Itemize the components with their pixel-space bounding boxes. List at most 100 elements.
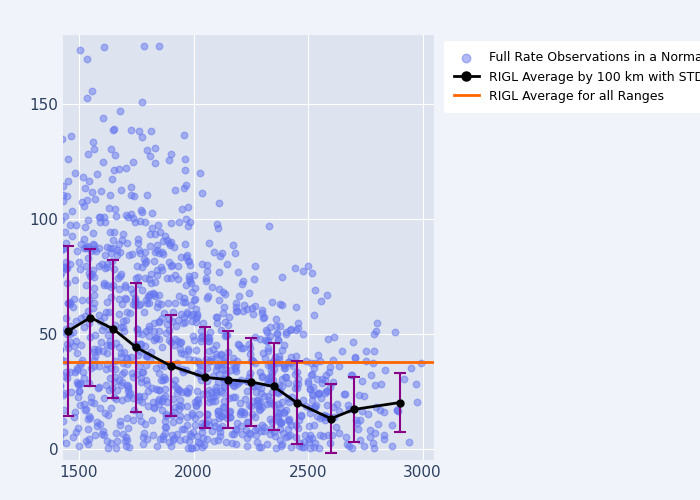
Full Rate Observations in a Normal Point bbox=[181, 252, 192, 260]
Full Rate Observations in a Normal Point bbox=[304, 431, 316, 439]
Full Rate Observations in a Normal Point bbox=[218, 382, 230, 390]
Full Rate Observations in a Normal Point bbox=[368, 330, 379, 338]
Full Rate Observations in a Normal Point bbox=[144, 332, 155, 340]
Full Rate Observations in a Normal Point bbox=[56, 246, 67, 254]
Full Rate Observations in a Normal Point bbox=[248, 397, 259, 405]
Full Rate Observations in a Normal Point bbox=[69, 169, 80, 177]
Full Rate Observations in a Normal Point bbox=[261, 440, 272, 448]
Full Rate Observations in a Normal Point bbox=[358, 392, 370, 400]
Full Rate Observations in a Normal Point bbox=[156, 344, 167, 351]
Full Rate Observations in a Normal Point bbox=[102, 411, 113, 419]
Full Rate Observations in a Normal Point bbox=[79, 312, 90, 320]
Full Rate Observations in a Normal Point bbox=[212, 436, 223, 444]
Full Rate Observations in a Normal Point bbox=[228, 392, 239, 400]
Full Rate Observations in a Normal Point bbox=[85, 392, 96, 400]
Full Rate Observations in a Normal Point bbox=[141, 351, 152, 359]
Full Rate Observations in a Normal Point bbox=[110, 212, 121, 220]
Full Rate Observations in a Normal Point bbox=[54, 438, 65, 446]
Full Rate Observations in a Normal Point bbox=[379, 366, 390, 374]
Full Rate Observations in a Normal Point bbox=[201, 364, 212, 372]
Full Rate Observations in a Normal Point bbox=[87, 270, 98, 278]
Full Rate Observations in a Normal Point bbox=[375, 380, 386, 388]
Full Rate Observations in a Normal Point bbox=[333, 362, 344, 370]
Full Rate Observations in a Normal Point bbox=[223, 321, 234, 329]
Full Rate Observations in a Normal Point bbox=[85, 398, 97, 406]
Full Rate Observations in a Normal Point bbox=[127, 250, 138, 258]
Full Rate Observations in a Normal Point bbox=[100, 366, 111, 374]
Full Rate Observations in a Normal Point bbox=[137, 432, 148, 440]
Full Rate Observations in a Normal Point bbox=[211, 366, 222, 374]
Full Rate Observations in a Normal Point bbox=[210, 398, 221, 406]
Full Rate Observations in a Normal Point bbox=[314, 414, 326, 422]
Full Rate Observations in a Normal Point bbox=[141, 352, 153, 360]
Full Rate Observations in a Normal Point bbox=[307, 390, 318, 398]
Full Rate Observations in a Normal Point bbox=[307, 434, 318, 442]
Full Rate Observations in a Normal Point bbox=[139, 420, 150, 428]
Full Rate Observations in a Normal Point bbox=[275, 322, 286, 330]
Full Rate Observations in a Normal Point bbox=[202, 390, 213, 398]
Full Rate Observations in a Normal Point bbox=[230, 425, 241, 433]
Full Rate Observations in a Normal Point bbox=[283, 398, 294, 406]
Full Rate Observations in a Normal Point bbox=[210, 350, 221, 358]
Full Rate Observations in a Normal Point bbox=[183, 222, 194, 230]
Full Rate Observations in a Normal Point bbox=[248, 382, 259, 390]
Full Rate Observations in a Normal Point bbox=[176, 402, 187, 410]
Full Rate Observations in a Normal Point bbox=[193, 438, 204, 446]
Full Rate Observations in a Normal Point bbox=[173, 292, 184, 300]
Full Rate Observations in a Normal Point bbox=[251, 388, 262, 396]
Full Rate Observations in a Normal Point bbox=[106, 248, 117, 256]
Full Rate Observations in a Normal Point bbox=[75, 380, 86, 388]
Full Rate Observations in a Normal Point bbox=[290, 379, 302, 387]
Full Rate Observations in a Normal Point bbox=[309, 364, 320, 372]
Full Rate Observations in a Normal Point bbox=[76, 359, 87, 367]
Full Rate Observations in a Normal Point bbox=[128, 406, 139, 414]
RIGL Average by 100 km with STD bbox=[224, 376, 232, 382]
Full Rate Observations in a Normal Point bbox=[160, 423, 172, 431]
Full Rate Observations in a Normal Point bbox=[248, 276, 260, 283]
Full Rate Observations in a Normal Point bbox=[245, 344, 256, 352]
Full Rate Observations in a Normal Point bbox=[164, 238, 175, 246]
Full Rate Observations in a Normal Point bbox=[106, 342, 117, 350]
Full Rate Observations in a Normal Point bbox=[319, 376, 330, 384]
Full Rate Observations in a Normal Point bbox=[253, 400, 264, 407]
Full Rate Observations in a Normal Point bbox=[97, 426, 108, 434]
Full Rate Observations in a Normal Point bbox=[368, 439, 379, 447]
Full Rate Observations in a Normal Point bbox=[83, 242, 94, 250]
Full Rate Observations in a Normal Point bbox=[85, 414, 96, 422]
Full Rate Observations in a Normal Point bbox=[71, 317, 82, 325]
Full Rate Observations in a Normal Point bbox=[275, 425, 286, 433]
Full Rate Observations in a Normal Point bbox=[174, 436, 186, 444]
Full Rate Observations in a Normal Point bbox=[118, 323, 129, 331]
Full Rate Observations in a Normal Point bbox=[253, 402, 265, 410]
Full Rate Observations in a Normal Point bbox=[304, 404, 316, 412]
Full Rate Observations in a Normal Point bbox=[179, 166, 190, 174]
Full Rate Observations in a Normal Point bbox=[112, 274, 123, 282]
Full Rate Observations in a Normal Point bbox=[84, 272, 95, 280]
Full Rate Observations in a Normal Point bbox=[158, 376, 169, 384]
Full Rate Observations in a Normal Point bbox=[212, 408, 223, 416]
Full Rate Observations in a Normal Point bbox=[225, 366, 236, 374]
Full Rate Observations in a Normal Point bbox=[379, 408, 390, 416]
Full Rate Observations in a Normal Point bbox=[166, 338, 177, 346]
Full Rate Observations in a Normal Point bbox=[76, 314, 87, 322]
Full Rate Observations in a Normal Point bbox=[183, 436, 195, 444]
RIGL Average by 100 km with STD bbox=[167, 363, 175, 369]
Full Rate Observations in a Normal Point bbox=[250, 332, 261, 340]
Full Rate Observations in a Normal Point bbox=[111, 396, 122, 404]
Full Rate Observations in a Normal Point bbox=[115, 248, 126, 256]
Full Rate Observations in a Normal Point bbox=[161, 274, 172, 282]
Full Rate Observations in a Normal Point bbox=[196, 260, 207, 268]
Full Rate Observations in a Normal Point bbox=[150, 364, 162, 372]
Full Rate Observations in a Normal Point bbox=[160, 392, 171, 400]
Full Rate Observations in a Normal Point bbox=[223, 378, 235, 386]
Full Rate Observations in a Normal Point bbox=[143, 292, 154, 300]
Full Rate Observations in a Normal Point bbox=[274, 300, 286, 308]
Full Rate Observations in a Normal Point bbox=[290, 352, 302, 360]
Full Rate Observations in a Normal Point bbox=[142, 387, 153, 395]
Full Rate Observations in a Normal Point bbox=[215, 360, 226, 368]
Full Rate Observations in a Normal Point bbox=[193, 399, 204, 407]
Full Rate Observations in a Normal Point bbox=[250, 302, 261, 310]
Full Rate Observations in a Normal Point bbox=[273, 414, 284, 422]
Full Rate Observations in a Normal Point bbox=[155, 435, 166, 443]
Full Rate Observations in a Normal Point bbox=[136, 263, 148, 271]
